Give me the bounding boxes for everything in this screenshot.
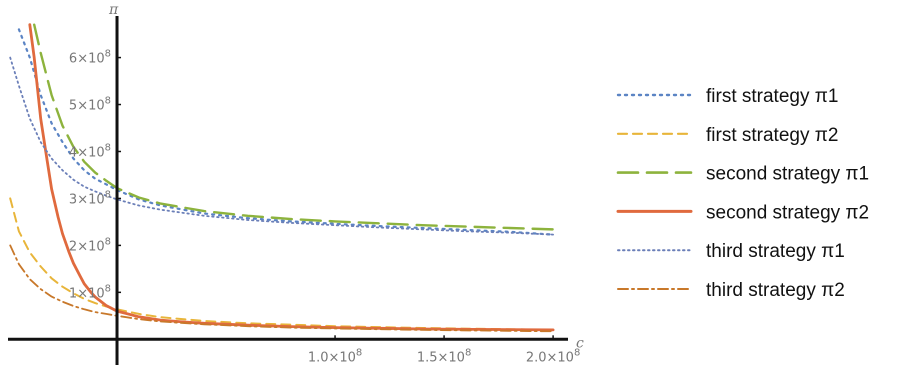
legend-label-2: first strategy π2 [706, 125, 838, 146]
y-tick-label: 1×108 [69, 283, 111, 301]
y-tick-label: 4×108 [69, 142, 111, 160]
y-tick-label: 5×108 [69, 96, 111, 114]
series-line-6 [9, 244, 554, 333]
x-tick-label: 2.0×108 [526, 347, 580, 365]
legend-label-3: second strategy π1 [706, 164, 869, 185]
x-tick-label: 1.5×108 [417, 347, 471, 365]
ticks-layer: 1.0×108 1.5×108 2.0×108 1×108 2×108 3×108 4×10… [69, 49, 580, 365]
series-line-3 [33, 23, 555, 231]
series-line-5 [9, 56, 554, 236]
series-line-1 [17, 28, 555, 236]
x-axis-label: c [576, 335, 584, 351]
y-tick-label: 2×108 [69, 236, 111, 254]
series-line-4 [28, 23, 555, 332]
series-layer [9, 23, 555, 333]
legend-label-1: first strategy π1 [706, 86, 838, 107]
y-axis-label: π [108, 2, 119, 18]
y-tick-label: 3×108 [69, 189, 111, 207]
legend-label-4: second strategy π2 [706, 202, 869, 223]
x-tick-label: 1.0×108 [308, 347, 362, 365]
axes-layer [8, 16, 568, 365]
legend-label-5: third strategy π1 [706, 241, 845, 262]
y-tick-label: 6×108 [69, 49, 111, 67]
legend-label-6: third strategy π2 [706, 280, 845, 301]
legend: first strategy π1 first strategy π2 second… [616, 86, 869, 301]
